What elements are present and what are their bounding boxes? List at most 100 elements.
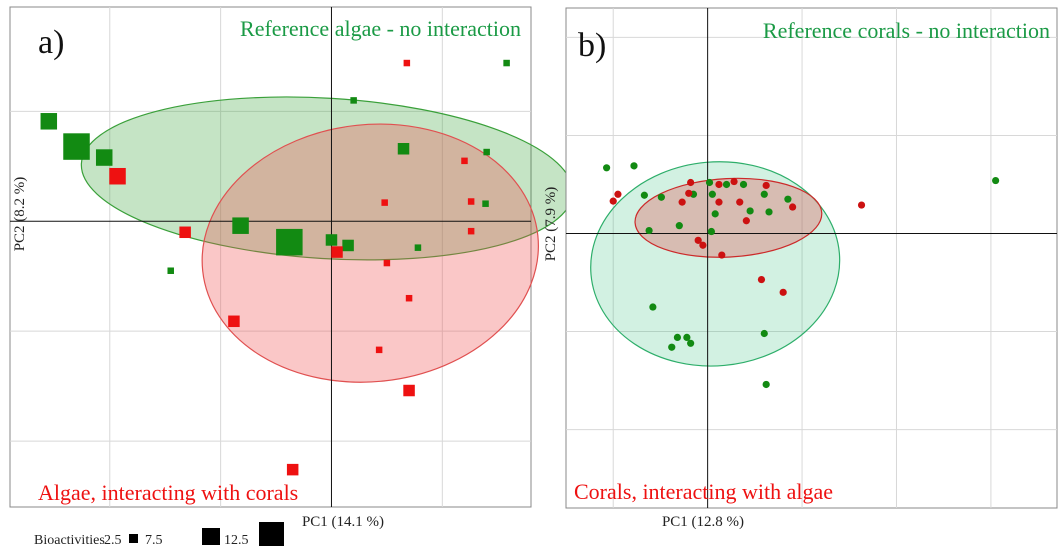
panel-b-series-1-point-3 xyxy=(640,191,648,199)
panel-b-series-2-point-7 xyxy=(730,177,738,186)
panel-a-series-1-point-6 xyxy=(276,228,303,256)
legend-marker-12-5 xyxy=(259,522,284,546)
panel-b-series-1-point-9 xyxy=(708,190,716,198)
panel-b-series-2-point-8 xyxy=(736,198,744,206)
panel-b-series-2-point-1 xyxy=(609,197,617,205)
panel-a-series-2-point-9 xyxy=(403,59,411,67)
panel-b-series-1-point-5 xyxy=(657,193,665,201)
panel-b-ellipses xyxy=(590,161,841,367)
panel-b-series-2-point-13 xyxy=(694,236,702,244)
panel-b-plot: b) Reference corals - no interaction Cor… xyxy=(543,7,1058,530)
panel-b-series-1-point-19 xyxy=(649,303,657,311)
panel-a-series-1-point-10 xyxy=(397,143,410,155)
panel-a-series-2-point-5 xyxy=(331,246,343,258)
panel-b-series-1-point-4 xyxy=(645,226,653,235)
panel-a-xlabel: PC1 (14.1 %) xyxy=(302,514,384,530)
panel-b-series-2-point-3 xyxy=(678,198,686,206)
panel-b-series-2-point-11 xyxy=(762,181,770,190)
panel-a-series-2-point-12 xyxy=(461,157,468,165)
panel-a-series-1-point-8 xyxy=(342,239,354,252)
panel-b-series-1-point-10 xyxy=(711,210,719,218)
panel-b-series-1-point-8 xyxy=(705,178,714,187)
panel-b-series-1-point-1 xyxy=(603,164,611,172)
panel-a-series-2-point-4 xyxy=(286,463,299,476)
panel-a-points xyxy=(40,59,510,476)
panel-a-series-1-point-12 xyxy=(483,148,490,156)
panel-b-series-2-point-16 xyxy=(757,275,766,284)
legend-marker-2-5 xyxy=(129,534,138,543)
panel-a-series-2-point-11 xyxy=(403,384,415,397)
panel-b-series-1-point-16 xyxy=(784,195,792,203)
panel-b-ellipse-1 xyxy=(590,161,841,367)
panel-a-series-1-point-14 xyxy=(503,59,510,67)
panel-a-series-1-point-9 xyxy=(350,97,357,104)
panel-b-series-1-point-6 xyxy=(675,222,683,230)
panel-b-series-1-point-18 xyxy=(992,176,1000,185)
panel-b-series-1-point-22 xyxy=(687,339,695,347)
panel-a-series-2-title: Algae, interacting with corals xyxy=(38,480,298,505)
panel-b-series-2-point-12 xyxy=(789,203,797,211)
panel-a-frame xyxy=(9,6,532,508)
panel-b-series-1-point-23 xyxy=(668,343,676,351)
panel-b-series-1-point-17 xyxy=(739,180,748,189)
panel-b-series-2-point-15 xyxy=(718,251,726,259)
panel-a-series-2-point-2 xyxy=(179,226,191,239)
panel-b-frame xyxy=(565,7,1058,509)
panel-b-ellipse-2 xyxy=(634,177,823,258)
panel-a-series-2-point-7 xyxy=(375,346,383,354)
panel-b-series-1-point-24 xyxy=(760,329,768,338)
panel-a-series-2-point-1 xyxy=(109,167,126,185)
panel-a-series-1-point-7 xyxy=(325,234,338,246)
legend-value-7-5: 7.5 xyxy=(145,533,163,547)
panel-a-ellipse-2 xyxy=(201,123,539,383)
panel-a-series-2-point-10 xyxy=(405,294,413,302)
panel-b-series-1-point-21 xyxy=(683,333,691,342)
bioactivities-legend: Bioactivities 2.5 7.5 12.5 xyxy=(34,522,284,547)
panel-b-series-2-point-17 xyxy=(779,288,787,296)
panel-b-series-2-title: Corals, interacting with algae xyxy=(574,479,833,504)
panel-b-series-2-point-4 xyxy=(687,178,695,187)
panel-b-series-1-title: Reference corals - no interaction xyxy=(763,18,1050,43)
panel-b-series-1-point-25 xyxy=(762,380,770,389)
panel-a-series-2-point-8 xyxy=(383,259,391,267)
panel-a-series-1-point-1 xyxy=(40,113,58,130)
panel-a-series-2-point-13 xyxy=(467,198,475,205)
panel-b-series-2-point-9 xyxy=(715,198,723,206)
panel-b-series-1-point-20 xyxy=(673,333,682,342)
panel-b-series-2-point-5 xyxy=(685,189,693,197)
panel-b-series-2-point-14 xyxy=(699,241,707,249)
panel-b-series-2-point-18 xyxy=(857,201,866,209)
panel-a-series-2-point-6 xyxy=(381,199,388,206)
legend-title: Bioactivities xyxy=(34,533,105,547)
panel-b-series-1-point-14 xyxy=(765,208,773,216)
panel-a-ylabel: PC2 (8.2 %) xyxy=(12,177,28,252)
legend-value-2-5: 2.5 xyxy=(104,533,122,547)
panel-a-series-1-point-3 xyxy=(95,149,113,166)
panel-a-label: a) xyxy=(38,24,64,61)
panel-a-series-1-point-13 xyxy=(482,200,489,207)
panel-b-series-2-point-10 xyxy=(742,217,750,225)
panel-b-series-2-point-6 xyxy=(715,180,723,189)
legend-value-12-5: 12.5 xyxy=(224,533,249,547)
panel-a-series-1-point-11 xyxy=(414,244,422,251)
panel-b-series-1-point-11 xyxy=(707,227,716,236)
panel-b-xlabel: PC1 (12.8 %) xyxy=(662,514,744,530)
legend-marker-7-5 xyxy=(202,528,220,545)
panel-a-grid xyxy=(10,7,531,507)
panel-b-series-1-point-15 xyxy=(760,190,768,198)
panel-a-series-1-title: Reference algae - no interaction xyxy=(240,16,521,41)
panel-b-points xyxy=(603,162,1000,389)
panel-b-label: b) xyxy=(578,27,606,64)
panel-b-grid xyxy=(566,8,1057,508)
panel-b-series-1-point-2 xyxy=(630,162,638,170)
panel-b-series-1-point-12 xyxy=(722,180,731,189)
panel-a-series-1-point-2 xyxy=(63,133,90,160)
panel-a-series-1-point-4 xyxy=(167,267,174,274)
panel-a-series-2-point-14 xyxy=(467,227,475,235)
panel-b-ylabel: PC2 (7.9 %) xyxy=(543,187,559,262)
panel-a-series-1-point-5 xyxy=(232,217,249,234)
panel-b-series-2-point-2 xyxy=(614,190,622,198)
panel-b-series-1-point-13 xyxy=(746,207,754,215)
panel-a-plot: a) Reference algae - no interaction Alga… xyxy=(9,6,574,530)
